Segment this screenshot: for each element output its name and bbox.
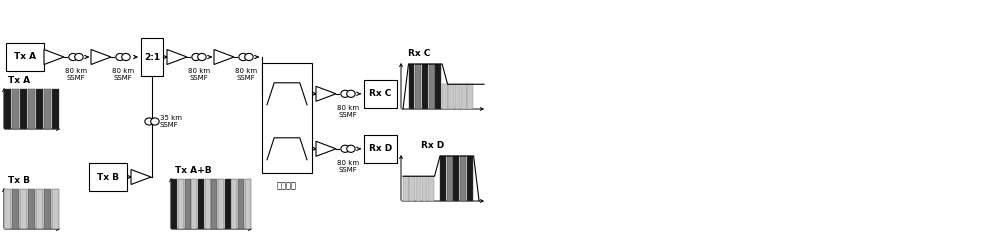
Bar xyxy=(467,156,473,201)
Bar xyxy=(218,179,224,229)
Bar xyxy=(211,179,217,229)
Bar xyxy=(178,179,184,229)
Bar xyxy=(205,179,211,229)
Bar xyxy=(20,89,27,129)
Bar xyxy=(245,179,251,229)
Bar xyxy=(12,89,19,129)
Ellipse shape xyxy=(347,90,355,97)
Bar xyxy=(4,189,11,229)
Text: Rx C: Rx C xyxy=(369,89,392,98)
Bar xyxy=(238,179,244,229)
Text: Tx A+B: Tx A+B xyxy=(175,166,212,175)
Ellipse shape xyxy=(145,118,153,125)
Bar xyxy=(364,135,397,163)
Ellipse shape xyxy=(192,54,200,60)
Bar xyxy=(435,64,441,109)
Ellipse shape xyxy=(239,54,247,60)
Bar xyxy=(460,156,466,201)
Bar xyxy=(52,89,59,129)
Text: 35 km
SSMF: 35 km SSMF xyxy=(160,115,182,128)
Text: 80 km
SSMF: 80 km SSMF xyxy=(235,68,257,81)
Bar xyxy=(198,179,204,229)
Ellipse shape xyxy=(341,90,349,97)
Bar xyxy=(428,176,434,201)
Ellipse shape xyxy=(122,54,130,60)
Bar xyxy=(225,179,231,229)
Bar xyxy=(171,179,177,229)
Ellipse shape xyxy=(245,54,253,60)
Text: 光滤波器: 光滤波器 xyxy=(277,181,297,190)
Bar xyxy=(416,176,421,201)
Ellipse shape xyxy=(198,54,206,60)
Bar xyxy=(191,179,197,229)
Bar xyxy=(461,84,467,109)
Text: Tx A: Tx A xyxy=(8,76,30,85)
Bar xyxy=(89,163,127,191)
Polygon shape xyxy=(214,49,234,65)
Text: Rx C: Rx C xyxy=(408,49,430,58)
Polygon shape xyxy=(44,49,64,65)
Text: Tx A: Tx A xyxy=(14,53,36,61)
Polygon shape xyxy=(91,49,111,65)
Bar xyxy=(455,84,460,109)
Bar xyxy=(403,176,409,201)
Text: 80 km
SSMF: 80 km SSMF xyxy=(337,105,359,118)
Bar xyxy=(36,89,43,129)
Bar xyxy=(442,84,448,109)
Bar xyxy=(44,89,51,129)
Bar xyxy=(364,80,397,108)
Text: Rx D: Rx D xyxy=(421,141,444,150)
Ellipse shape xyxy=(75,54,83,60)
Bar xyxy=(422,64,428,109)
Ellipse shape xyxy=(116,54,124,60)
Text: 80 km
SSMF: 80 km SSMF xyxy=(112,68,134,81)
Bar xyxy=(44,189,51,229)
Text: Tx B: Tx B xyxy=(97,173,119,181)
Bar xyxy=(448,84,454,109)
Text: 80 km
SSMF: 80 km SSMF xyxy=(337,160,359,173)
Bar xyxy=(447,156,453,201)
Ellipse shape xyxy=(347,145,355,152)
Bar xyxy=(415,64,421,109)
Bar xyxy=(409,64,414,109)
Bar xyxy=(453,156,459,201)
Polygon shape xyxy=(131,169,151,185)
Ellipse shape xyxy=(151,118,159,125)
Bar xyxy=(4,89,11,129)
Polygon shape xyxy=(316,86,336,101)
Text: Rx D: Rx D xyxy=(369,144,392,153)
Bar xyxy=(185,179,191,229)
Bar xyxy=(36,189,43,229)
Bar xyxy=(28,189,35,229)
Bar xyxy=(262,63,312,173)
Text: 2:1: 2:1 xyxy=(144,53,160,61)
Bar xyxy=(141,38,163,76)
Bar xyxy=(422,176,427,201)
Bar xyxy=(52,189,59,229)
Text: 80 km
SSMF: 80 km SSMF xyxy=(65,68,87,81)
Bar xyxy=(429,64,435,109)
Bar xyxy=(20,189,27,229)
Bar xyxy=(12,189,19,229)
Bar xyxy=(231,179,237,229)
Polygon shape xyxy=(316,141,336,156)
Bar xyxy=(409,176,415,201)
Text: 80 km
SSMF: 80 km SSMF xyxy=(188,68,210,81)
Bar xyxy=(28,89,35,129)
Ellipse shape xyxy=(341,145,349,152)
Text: Tx B: Tx B xyxy=(8,176,30,185)
Bar xyxy=(467,84,473,109)
Ellipse shape xyxy=(69,54,77,60)
Bar xyxy=(6,43,44,71)
Bar xyxy=(440,156,446,201)
Polygon shape xyxy=(167,49,187,65)
